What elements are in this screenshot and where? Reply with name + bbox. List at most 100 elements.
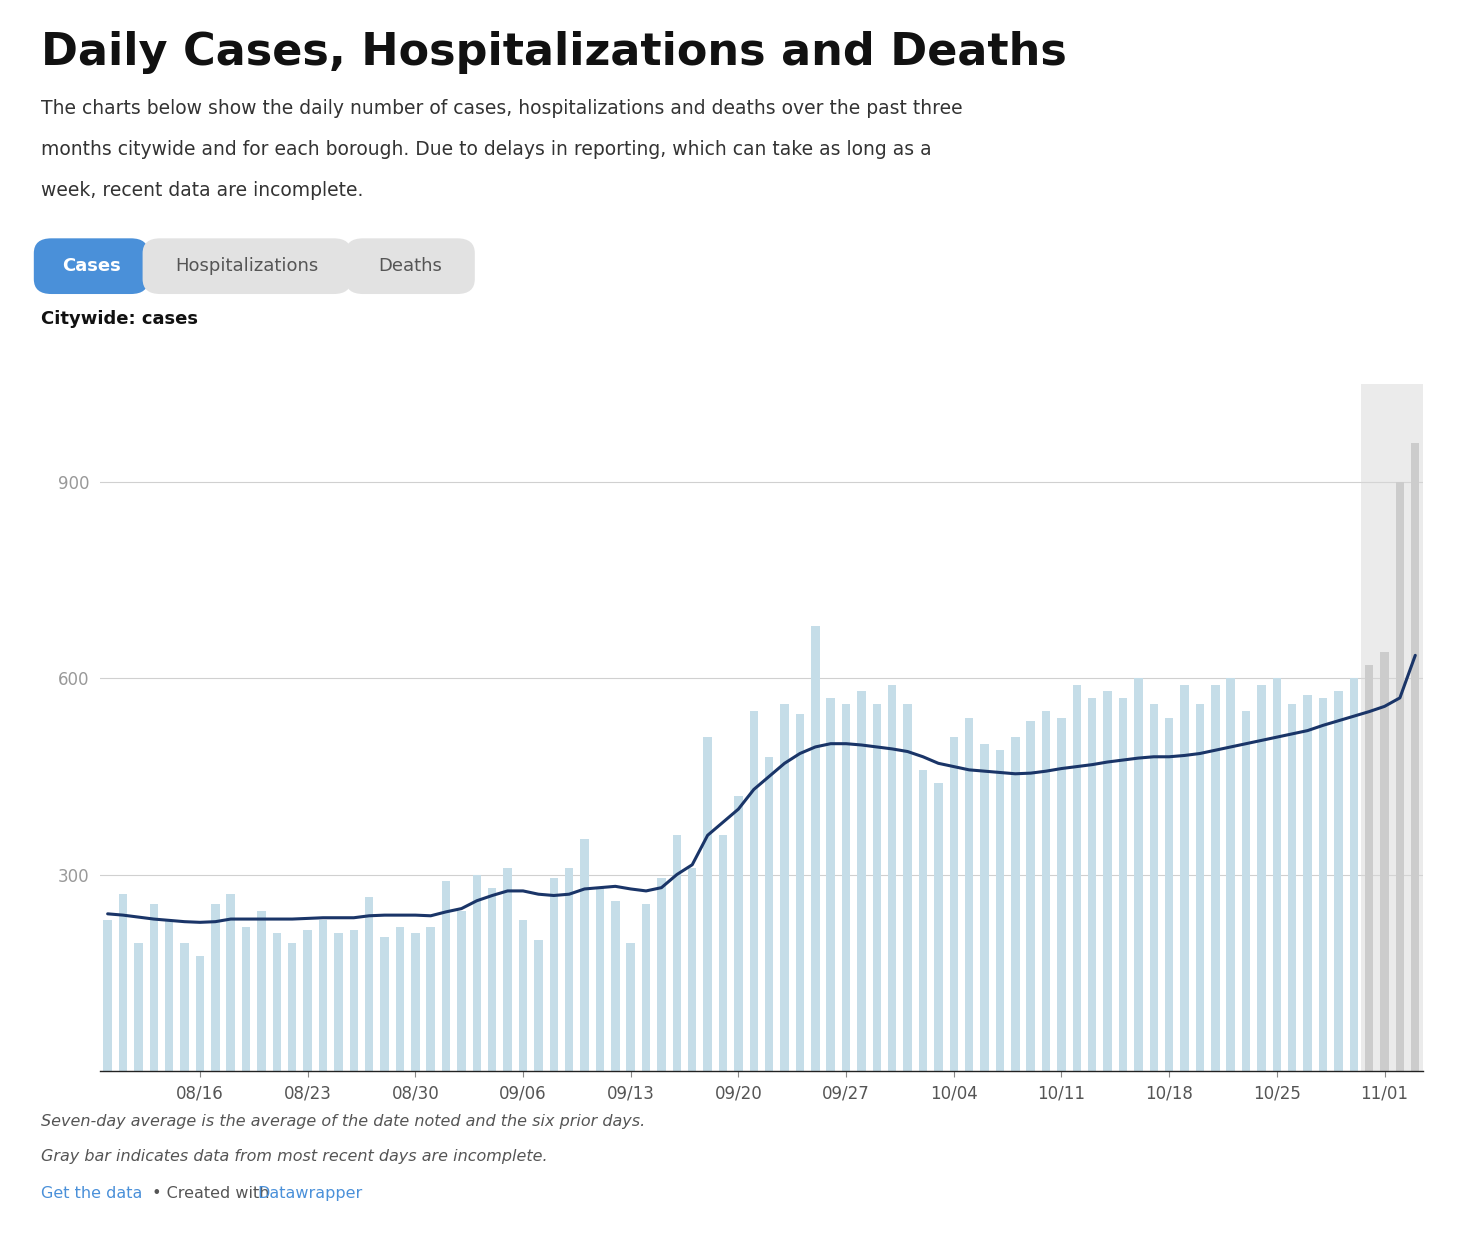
Bar — [534, 940, 542, 1071]
Text: Gray bar indicates data from most recent days are incomplete.: Gray bar indicates data from most recent… — [41, 1149, 548, 1164]
Bar — [134, 943, 143, 1071]
Text: The charts below show the daily number of cases, hospitalizations and deaths ove: The charts below show the daily number o… — [41, 99, 963, 118]
Bar — [1364, 665, 1373, 1071]
Bar — [257, 911, 266, 1071]
Bar — [243, 927, 250, 1071]
Bar — [1195, 704, 1204, 1071]
Bar — [1180, 685, 1189, 1071]
Bar — [1361, 384, 1430, 1071]
Bar — [688, 868, 697, 1071]
Bar — [1211, 685, 1220, 1071]
Bar — [1319, 698, 1327, 1071]
Bar — [673, 836, 681, 1071]
Text: months citywide and for each borough. Due to delays in reporting, which can take: months citywide and for each borough. Du… — [41, 140, 932, 158]
Bar — [550, 878, 559, 1071]
Bar — [1104, 691, 1111, 1071]
Bar — [1304, 695, 1311, 1071]
Bar — [412, 933, 419, 1071]
Bar — [657, 878, 666, 1071]
Bar — [750, 711, 759, 1071]
Bar — [888, 685, 897, 1071]
Bar — [1395, 482, 1404, 1071]
Bar — [642, 904, 650, 1071]
Text: Hospitalizations: Hospitalizations — [175, 258, 319, 275]
Text: Get the data: Get the data — [41, 1186, 143, 1201]
Bar — [226, 894, 235, 1071]
Bar — [734, 796, 742, 1071]
Bar — [119, 894, 128, 1071]
Bar — [719, 836, 728, 1071]
Bar — [1073, 685, 1080, 1071]
Bar — [826, 698, 835, 1071]
Bar — [303, 930, 312, 1071]
Bar — [288, 943, 297, 1071]
Bar — [1026, 721, 1035, 1071]
Bar — [165, 920, 173, 1071]
Bar — [334, 933, 343, 1071]
Bar — [857, 691, 866, 1071]
Text: Datawrapper: Datawrapper — [257, 1186, 363, 1201]
Bar — [1349, 678, 1358, 1071]
Bar — [1288, 704, 1297, 1071]
Bar — [442, 881, 450, 1071]
Bar — [980, 744, 989, 1071]
Bar — [1380, 652, 1389, 1071]
Bar — [103, 920, 112, 1071]
Bar — [764, 756, 773, 1071]
Text: Daily Cases, Hospitalizations and Deaths: Daily Cases, Hospitalizations and Deaths — [41, 31, 1067, 74]
Bar — [272, 933, 281, 1071]
Bar — [181, 943, 188, 1071]
Bar — [1226, 678, 1235, 1071]
Bar — [319, 920, 328, 1071]
Bar — [519, 920, 528, 1071]
Bar — [1135, 678, 1142, 1071]
Text: Citywide: cases: Citywide: cases — [41, 310, 198, 328]
Bar — [1119, 698, 1127, 1071]
Bar — [950, 737, 958, 1071]
Bar — [581, 838, 589, 1071]
Bar — [381, 937, 388, 1071]
Bar — [781, 704, 789, 1071]
Bar — [365, 898, 373, 1071]
Bar — [473, 874, 481, 1071]
Bar — [1057, 718, 1066, 1071]
Bar — [1411, 443, 1420, 1071]
Bar — [212, 904, 219, 1071]
Bar — [395, 927, 404, 1071]
Bar — [904, 704, 911, 1071]
Bar — [1011, 737, 1020, 1071]
Bar — [795, 714, 804, 1071]
Bar — [1164, 718, 1173, 1071]
Bar — [964, 718, 973, 1071]
Bar — [842, 704, 850, 1071]
Bar — [196, 956, 204, 1071]
Bar — [150, 904, 159, 1071]
Text: Deaths: Deaths — [378, 258, 442, 275]
Bar — [595, 888, 604, 1071]
Bar — [1273, 678, 1280, 1071]
Bar — [564, 868, 573, 1071]
Bar — [919, 770, 928, 1071]
Bar — [503, 868, 512, 1071]
Bar — [1150, 704, 1158, 1071]
Text: Cases: Cases — [62, 258, 121, 275]
Bar — [811, 626, 820, 1071]
Bar — [1042, 711, 1050, 1071]
Bar — [703, 737, 711, 1071]
Text: • Created with: • Created with — [147, 1186, 275, 1201]
Bar — [457, 911, 466, 1071]
Bar — [350, 930, 359, 1071]
Bar — [1088, 698, 1097, 1071]
Bar — [426, 927, 435, 1071]
Bar — [873, 704, 881, 1071]
Bar — [1242, 711, 1251, 1071]
Text: Seven-day average is the average of the date noted and the six prior days.: Seven-day average is the average of the … — [41, 1114, 645, 1129]
Bar — [1257, 685, 1266, 1071]
Bar — [1335, 691, 1342, 1071]
Bar — [995, 750, 1004, 1071]
Bar — [933, 782, 942, 1071]
Bar — [488, 888, 497, 1071]
Bar — [626, 943, 635, 1071]
Bar — [612, 901, 619, 1071]
Text: week, recent data are incomplete.: week, recent data are incomplete. — [41, 181, 363, 199]
